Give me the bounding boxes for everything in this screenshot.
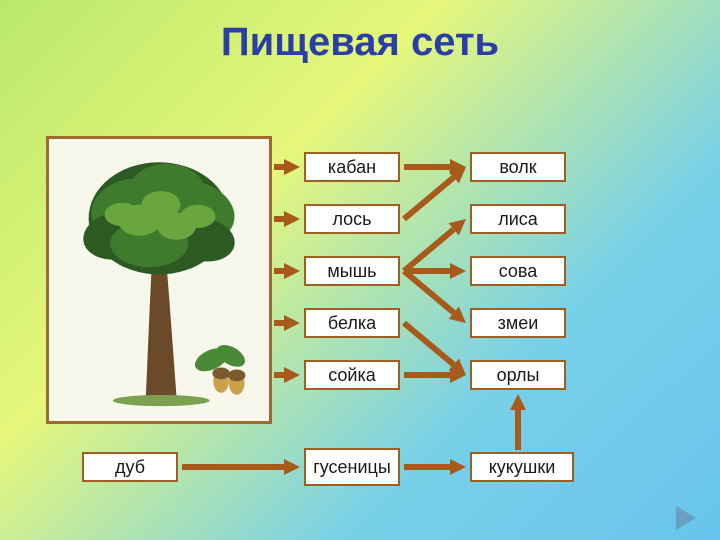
node-zmei: змеи	[470, 308, 566, 338]
node-sova: сова	[470, 256, 566, 286]
node-belka: белка	[304, 308, 400, 338]
title-text: Пищевая сеть	[221, 20, 499, 64]
node-dub: дуб	[82, 452, 178, 482]
node-orly: орлы	[470, 360, 566, 390]
node-kukushki: кукушки	[470, 452, 574, 482]
oak-tree-illustration	[49, 139, 269, 421]
node-volk: волк	[470, 152, 566, 182]
node-kaban: кабан	[304, 152, 400, 182]
node-gusen: гусеницы	[304, 448, 400, 486]
node-lisa: лиса	[470, 204, 566, 234]
node-mysh: мышь	[304, 256, 400, 286]
slide-root: Пищевая сеть дуб кабан лось мышь белка сойка г…	[0, 0, 720, 540]
node-los: лось	[304, 204, 400, 234]
node-soyka: сойка	[304, 360, 400, 390]
page-title: Пищевая сеть	[0, 20, 720, 65]
next-slide-button[interactable]	[676, 506, 696, 530]
tree-image-frame	[46, 136, 272, 424]
